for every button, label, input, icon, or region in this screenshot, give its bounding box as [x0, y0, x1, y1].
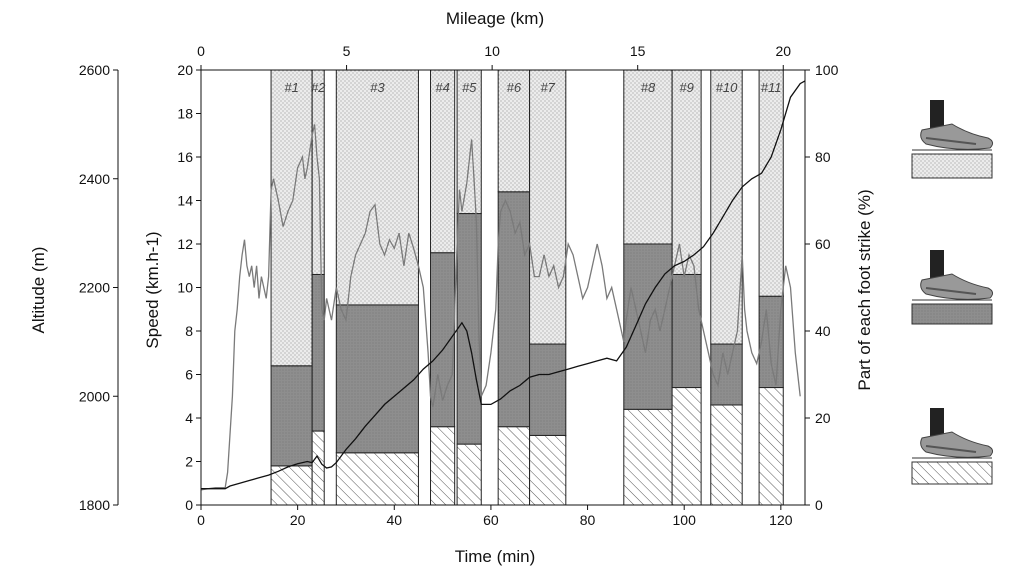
- x-axis-title-top: Mileage (km): [446, 9, 544, 28]
- bar-rearfoot: [529, 434, 567, 506]
- bar-forefoot: [270, 69, 313, 367]
- speed-tick-label: 2: [185, 454, 193, 470]
- bar-forefoot: [335, 69, 419, 306]
- segment-labels: #1 #2 #3 #4 #5 #6 #7 #8 #9 #10 #11: [284, 80, 781, 95]
- bar-forefoot: [430, 69, 456, 254]
- percent-tick-label: 20: [815, 410, 831, 426]
- mileage-tick-label: 0: [197, 43, 205, 59]
- altitude-tick-label: 1800: [79, 497, 110, 513]
- bar-rearfoot: [270, 465, 313, 506]
- time-tick-label: 60: [483, 512, 499, 528]
- bar-forefoot: [710, 69, 743, 345]
- bar-forefoot: [758, 69, 784, 297]
- forefoot-shoe-icon: [911, 100, 994, 179]
- altitude-tick-label: 2000: [79, 388, 110, 404]
- altitude-axis-title: Altitude (m): [29, 247, 48, 334]
- x-axis-title-bottom: Time (min): [455, 547, 536, 566]
- bar-midfoot: [456, 213, 482, 445]
- percent-tick-label: 80: [815, 149, 831, 165]
- speed-tick-label: 0: [185, 497, 193, 513]
- bar-midfoot: [671, 273, 702, 389]
- segment-label: #10: [716, 80, 738, 95]
- bar-midfoot: [311, 273, 325, 432]
- time-tick-label: 120: [769, 512, 793, 528]
- bar-forefoot: [671, 69, 702, 275]
- series-lines: [200, 80, 806, 491]
- time-tick-label: 100: [673, 512, 697, 528]
- segment-label: #3: [370, 80, 385, 95]
- bar-midfoot: [710, 343, 743, 406]
- mileage-tick-label: 5: [343, 43, 351, 59]
- bar-rearfoot: [758, 387, 784, 506]
- bar-rearfoot: [671, 387, 702, 506]
- bar-midfoot: [623, 243, 673, 410]
- bar-forefoot: [529, 69, 567, 345]
- bar-rearfoot: [335, 452, 419, 506]
- altitude-tick-label: 2400: [79, 171, 110, 187]
- midfoot-shoe-icon: [911, 250, 994, 325]
- altitude-line: [201, 80, 806, 490]
- altitude-tick-label: 2600: [79, 62, 110, 78]
- bar-rearfoot: [456, 443, 482, 506]
- segment-bars: [270, 69, 784, 506]
- speed-line: [200, 124, 801, 491]
- segment-label: #11: [761, 80, 782, 95]
- percent-tick-label: 0: [815, 497, 823, 513]
- percent-tick-label: 60: [815, 236, 831, 252]
- segment-label: #5: [462, 80, 477, 95]
- speed-tick-label: 6: [185, 367, 193, 383]
- segment-label: #1: [284, 80, 298, 95]
- segment-label: #8: [641, 80, 656, 95]
- speed-tick-label: 12: [177, 236, 193, 252]
- time-tick-label: 20: [290, 512, 306, 528]
- bar-rearfoot: [710, 404, 743, 506]
- speed-tick-label: 16: [177, 149, 193, 165]
- bar-rearfoot: [430, 426, 456, 506]
- bar-midfoot: [270, 365, 313, 467]
- bar-rearfoot: [497, 426, 531, 506]
- percent-tick-label: 40: [815, 323, 831, 339]
- rearfoot-shoe-icon: [911, 408, 994, 485]
- segment-label: #7: [540, 80, 555, 95]
- mileage-tick-label: 20: [775, 43, 791, 59]
- segment-label: #6: [507, 80, 522, 95]
- mileage-tick-label: 10: [484, 43, 500, 59]
- speed-tick-label: 4: [185, 410, 193, 426]
- speed-axis-title: Speed (km.h-1): [143, 231, 162, 348]
- bar-midfoot: [529, 343, 567, 436]
- bar-midfoot: [335, 304, 419, 454]
- segment-label: #9: [679, 80, 693, 95]
- bar-forefoot: [497, 69, 531, 193]
- speed-tick-label: 18: [177, 106, 193, 122]
- time-tick-label: 0: [197, 512, 205, 528]
- time-tick-label: 80: [580, 512, 596, 528]
- percent-tick-label: 100: [815, 62, 839, 78]
- bar-rearfoot: [311, 430, 325, 506]
- bar-midfoot: [758, 295, 784, 389]
- percent-axis-title: Part of each foot strike (%): [855, 189, 874, 390]
- speed-tick-label: 8: [185, 323, 193, 339]
- speed-tick-label: 10: [177, 280, 193, 296]
- speed-tick-label: 20: [177, 62, 193, 78]
- altitude-tick-label: 2200: [79, 280, 110, 296]
- bar-forefoot: [623, 69, 673, 245]
- speed-tick-label: 14: [177, 193, 193, 209]
- bar-forefoot: [456, 69, 482, 215]
- bar-midfoot: [497, 191, 531, 428]
- mileage-tick-label: 15: [630, 43, 646, 59]
- bar-rearfoot: [623, 408, 673, 506]
- segment-label: #4: [435, 80, 449, 95]
- time-tick-label: 40: [386, 512, 402, 528]
- segment-label: #2: [311, 80, 326, 95]
